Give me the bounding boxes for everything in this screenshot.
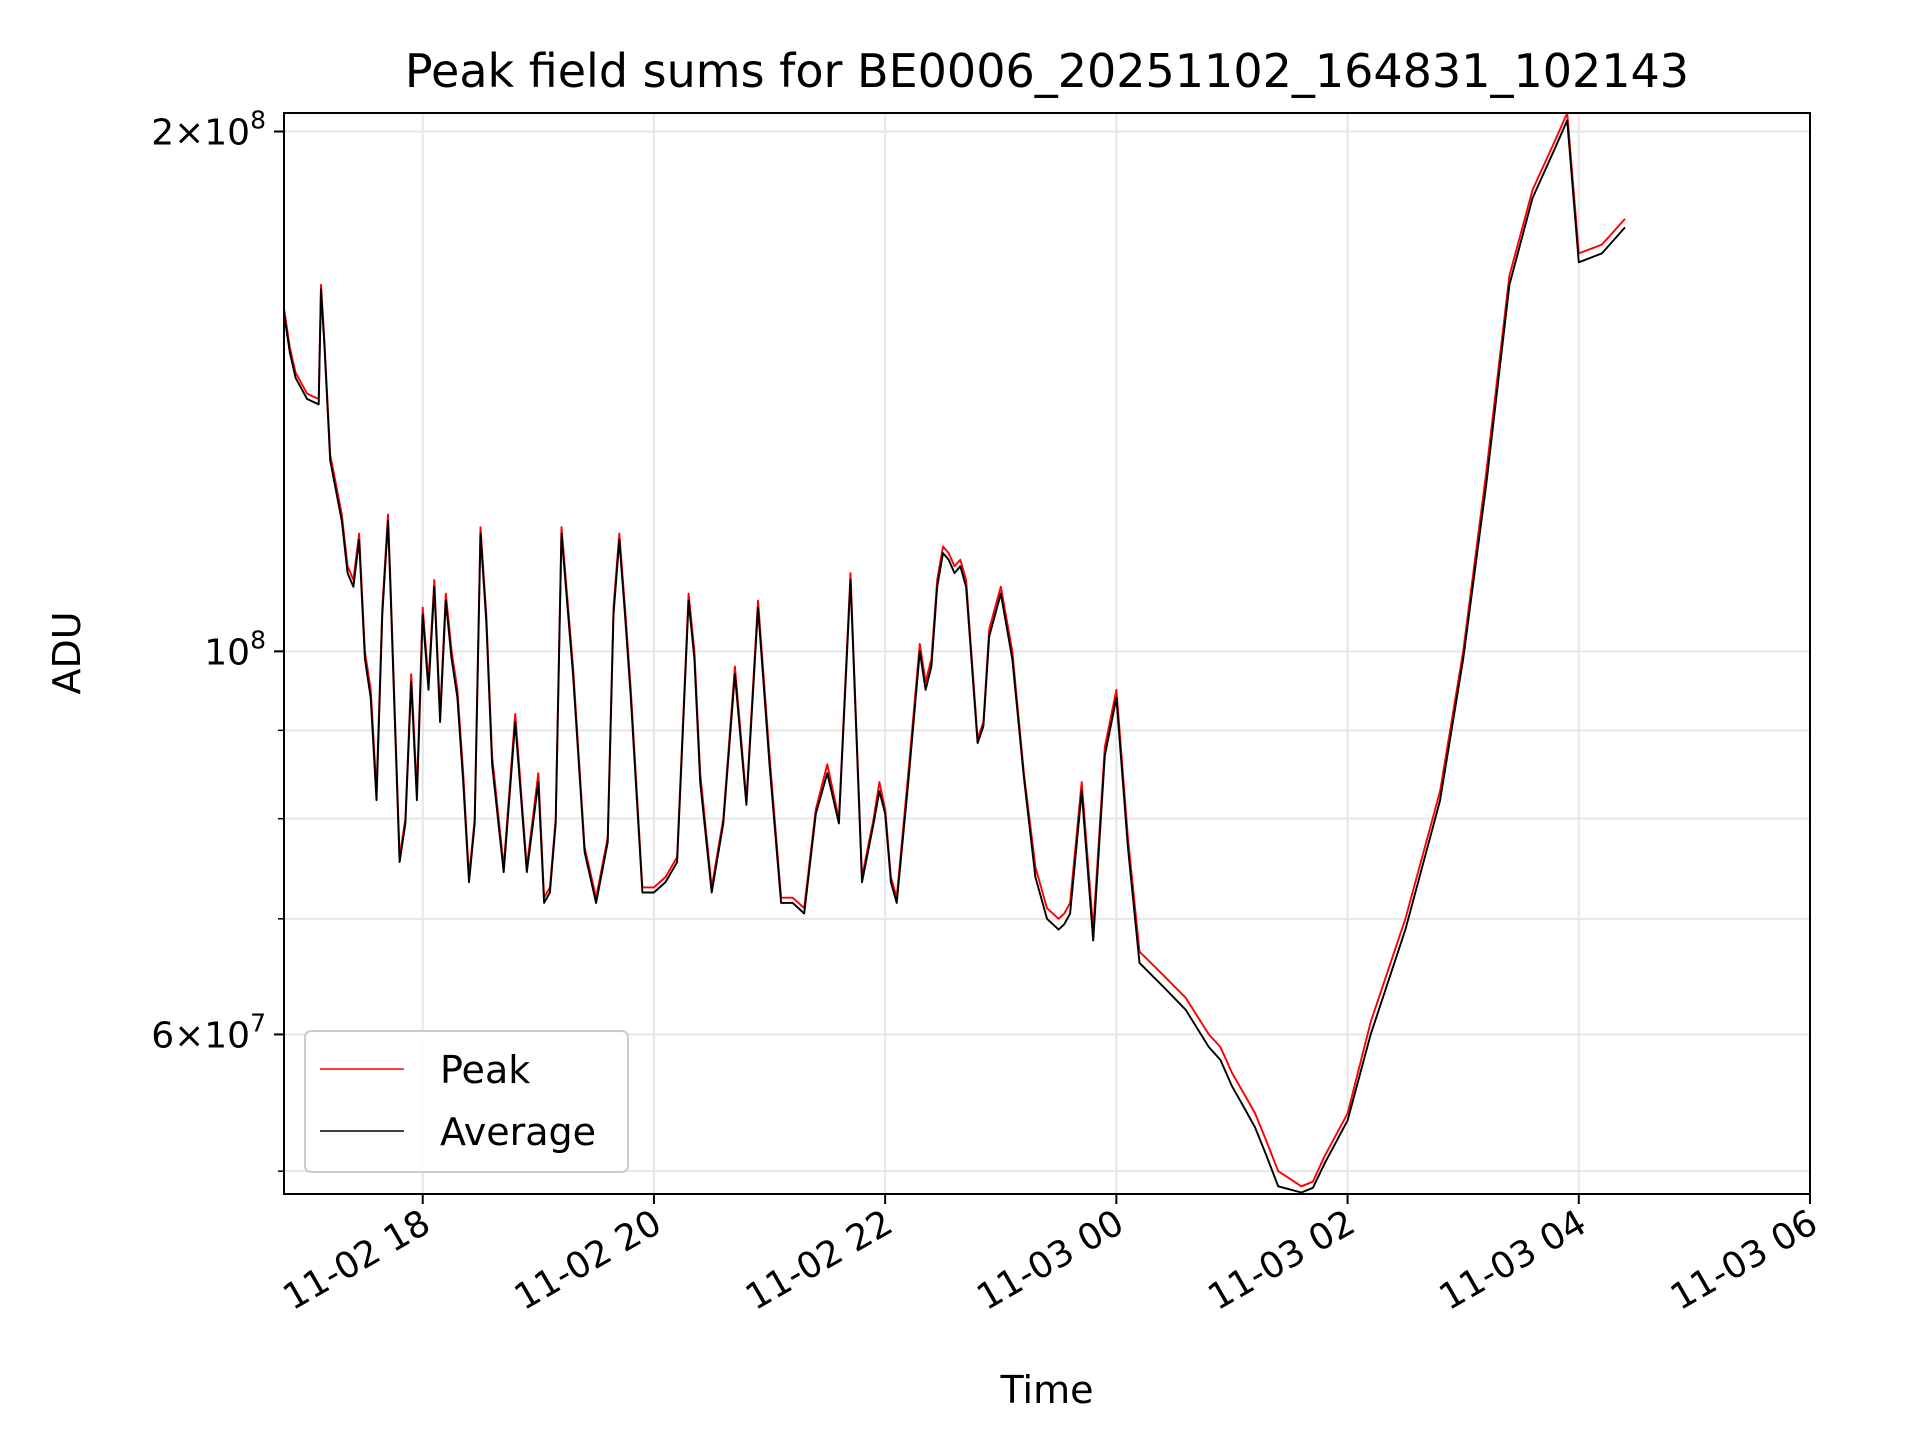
y-tick-label: 2×108 [151,106,266,154]
legend-box [304,1030,629,1173]
plot-frame [283,112,1811,1195]
y-tick-exponent: 7 [250,1008,266,1037]
legend-label-peak: Peak [440,1048,530,1092]
series-layer [283,112,1626,1194]
y-tick-base: 10 [204,1015,250,1056]
y-tick-base: 10 [204,632,250,673]
legend-label-average: Average [440,1110,596,1154]
y-tick-mantissa: 6 [151,1015,174,1056]
y-tick-mantissa: 2 [151,113,174,154]
y-axis-label: ADU [45,611,89,694]
x-axis-label: Time [1000,1368,1094,1412]
y-tick-times: × [174,113,204,154]
legend: Peak Average [304,1030,629,1173]
y-tick-exponent: 8 [250,625,266,654]
chart-title: Peak field sums for BE0006_20251102_1648… [405,44,1689,98]
series-line-average [283,119,1626,1194]
y-tick-label: 6×107 [151,1008,266,1056]
y-tick-exponent: 8 [250,106,266,135]
y-tick-label: 108 [204,625,266,673]
y-tick-base: 10 [204,113,250,154]
y-tick-times: × [174,1015,204,1056]
